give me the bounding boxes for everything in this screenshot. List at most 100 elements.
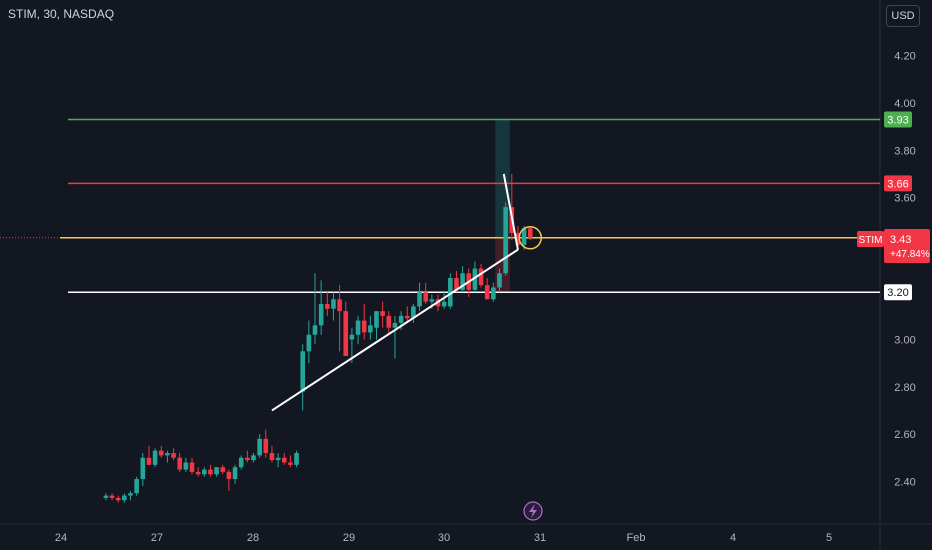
candle[interactable]	[411, 304, 416, 323]
candle[interactable]	[238, 455, 244, 470]
candle[interactable]	[355, 315, 361, 345]
candle[interactable]	[275, 453, 281, 468]
candle[interactable]	[208, 464, 213, 477]
price-axis-ticks: 4.20 4.00 3.80 3.60 3.00 2.80 2.60 2.40	[894, 51, 915, 489]
last-price-box	[884, 229, 930, 263]
price-line-label: 3.20	[884, 284, 912, 301]
candle[interactable]	[128, 490, 133, 501]
candle[interactable]	[214, 467, 219, 477]
candle-body	[343, 311, 349, 357]
candle[interactable]	[404, 306, 410, 323]
candle[interactable]	[146, 445, 152, 465]
candle[interactable]	[269, 445, 275, 463]
candle[interactable]	[300, 344, 305, 411]
candle[interactable]	[423, 282, 428, 305]
lightning-icon[interactable]	[523, 501, 543, 521]
price-line-labels: 3.93 3.66 3.20	[884, 111, 912, 301]
candle[interactable]	[374, 311, 379, 340]
candle[interactable]	[232, 464, 238, 484]
candle[interactable]	[312, 273, 318, 345]
candle-body	[368, 325, 373, 333]
candle[interactable]	[380, 301, 385, 328]
candle[interactable]	[515, 225, 521, 248]
candle[interactable]	[306, 320, 312, 364]
candle[interactable]	[491, 282, 496, 302]
lower-trendline[interactable]	[271, 248, 519, 412]
candle[interactable]	[115, 495, 121, 503]
price-line-label-text: 3.93	[887, 115, 908, 127]
candle[interactable]	[288, 455, 293, 468]
time-tick-label: 29	[343, 532, 355, 544]
candle[interactable]	[503, 202, 508, 276]
candle[interactable]	[368, 315, 373, 340]
candle-body	[497, 273, 502, 288]
candle[interactable]	[195, 467, 201, 477]
candle[interactable]	[337, 285, 342, 352]
candle[interactable]	[158, 445, 164, 458]
candle[interactable]	[109, 493, 115, 501]
candle-body	[484, 285, 490, 300]
candle[interactable]	[183, 457, 189, 472]
candle[interactable]	[497, 268, 502, 293]
candle[interactable]	[171, 448, 176, 461]
candle[interactable]	[460, 266, 465, 293]
candle[interactable]	[392, 315, 398, 359]
candle[interactable]	[343, 301, 349, 357]
candle[interactable]	[484, 278, 490, 300]
candle[interactable]	[245, 450, 250, 463]
candle[interactable]	[220, 464, 226, 475]
candle-body	[454, 278, 459, 290]
candle[interactable]	[140, 453, 146, 487]
last-price-tag[interactable]: STIM 3.43 +47.84%	[857, 229, 930, 263]
candle-body	[294, 453, 299, 465]
candle-body	[361, 320, 367, 333]
candle-body	[527, 228, 533, 238]
candle-body	[109, 495, 115, 498]
candle-body	[300, 351, 305, 392]
time-tick-label: Feb	[627, 532, 646, 544]
candle[interactable]	[448, 273, 453, 309]
currency-button[interactable]: USD	[886, 5, 920, 27]
candle[interactable]	[441, 292, 447, 309]
candle[interactable]	[202, 467, 207, 477]
candle[interactable]	[152, 448, 158, 468]
candle-body	[202, 469, 207, 475]
candle[interactable]	[257, 434, 262, 458]
candle[interactable]	[361, 304, 367, 340]
candle-body	[134, 479, 139, 494]
candle[interactable]	[294, 450, 299, 468]
candle-body	[423, 292, 428, 302]
candle[interactable]	[331, 292, 336, 321]
price-tick-label: 2.40	[894, 476, 915, 488]
last-price-value: 3.43	[890, 234, 911, 246]
candle[interactable]	[318, 280, 324, 335]
candle[interactable]	[177, 453, 182, 472]
candle-body	[146, 457, 152, 465]
candle[interactable]	[386, 311, 392, 335]
candle-body	[226, 471, 232, 480]
candle[interactable]	[122, 493, 127, 503]
candle[interactable]	[103, 493, 109, 501]
highlight-circle[interactable]	[518, 226, 542, 250]
candle[interactable]	[189, 457, 195, 475]
upper-trendline[interactable]	[502, 173, 519, 250]
candle[interactable]	[263, 429, 269, 458]
candle[interactable]	[134, 476, 139, 496]
candle[interactable]	[281, 453, 287, 465]
candle[interactable]	[251, 453, 256, 463]
candle[interactable]	[325, 292, 330, 316]
candle[interactable]	[527, 225, 533, 241]
candle-body	[158, 450, 164, 456]
candle[interactable]	[417, 282, 422, 312]
candle[interactable]	[165, 450, 170, 463]
candle[interactable]	[226, 469, 232, 491]
candle-body	[404, 315, 410, 319]
candle[interactable]	[521, 225, 527, 250]
time-tick-label: 28	[247, 532, 259, 544]
candle[interactable]	[478, 263, 484, 288]
candle-body	[380, 311, 385, 316]
price-line-label-box	[884, 111, 912, 128]
candle-body	[306, 334, 312, 352]
price-line-label: 3.93	[884, 111, 912, 128]
